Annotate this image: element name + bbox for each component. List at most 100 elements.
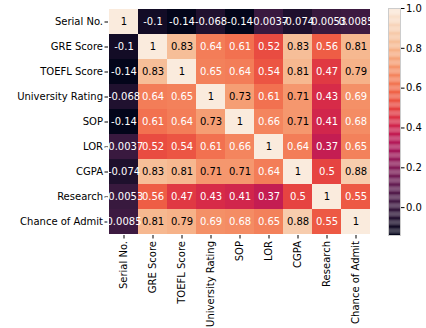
svg-text:0.64: 0.64 bbox=[200, 41, 222, 52]
svg-text:0.56: 0.56 bbox=[316, 41, 338, 52]
svg-text:0.69: 0.69 bbox=[345, 91, 367, 102]
svg-text:0.64: 0.64 bbox=[142, 91, 164, 102]
svg-text:0.61: 0.61 bbox=[258, 91, 280, 102]
svg-text:0.2: 0.2 bbox=[406, 162, 422, 173]
svg-text:0.37: 0.37 bbox=[258, 191, 280, 202]
svg-text:-0.0037: -0.0037 bbox=[105, 141, 144, 152]
svg-text:0.56: 0.56 bbox=[142, 191, 164, 202]
svg-text:0.71: 0.71 bbox=[287, 91, 309, 102]
svg-text:0.71: 0.71 bbox=[200, 166, 222, 177]
svg-text:TOEFL Score: TOEFL Score bbox=[39, 66, 103, 77]
svg-text:0.43: 0.43 bbox=[200, 191, 222, 202]
svg-text:0.81: 0.81 bbox=[287, 66, 309, 77]
svg-text:0.83: 0.83 bbox=[171, 41, 193, 52]
svg-text:0.65: 0.65 bbox=[200, 66, 222, 77]
svg-text:Serial No.: Serial No. bbox=[55, 16, 103, 27]
svg-text:0.54: 0.54 bbox=[258, 66, 280, 77]
svg-text:0.65: 0.65 bbox=[258, 216, 280, 227]
svg-text:1: 1 bbox=[266, 141, 272, 152]
svg-text:0.81: 0.81 bbox=[142, 216, 164, 227]
svg-text:0.81: 0.81 bbox=[345, 41, 367, 52]
svg-text:0.6: 0.6 bbox=[406, 82, 422, 93]
svg-text:Research: Research bbox=[321, 241, 332, 287]
svg-text:1: 1 bbox=[121, 16, 127, 27]
svg-text:Serial No.: Serial No. bbox=[118, 241, 129, 289]
svg-text:-0.1: -0.1 bbox=[114, 41, 134, 52]
svg-text:0.52: 0.52 bbox=[258, 41, 280, 52]
svg-text:University Rating: University Rating bbox=[205, 241, 216, 327]
svg-text:-0.0053: -0.0053 bbox=[105, 191, 144, 202]
svg-text:-0.14: -0.14 bbox=[111, 66, 137, 77]
svg-text:0.0: 0.0 bbox=[406, 202, 422, 213]
svg-text:1: 1 bbox=[295, 166, 301, 177]
svg-text:1: 1 bbox=[179, 66, 185, 77]
svg-text:1: 1 bbox=[324, 191, 330, 202]
svg-text:1: 1 bbox=[150, 41, 156, 52]
svg-text:0.43: 0.43 bbox=[316, 91, 338, 102]
svg-text:0.0085: 0.0085 bbox=[339, 16, 374, 27]
svg-text:0.52: 0.52 bbox=[142, 141, 164, 152]
svg-text:0.61: 0.61 bbox=[200, 141, 222, 152]
svg-text:University Rating: University Rating bbox=[17, 91, 103, 102]
svg-text:0.8: 0.8 bbox=[406, 43, 422, 54]
svg-text:0.55: 0.55 bbox=[316, 216, 338, 227]
svg-text:Chance of Admit: Chance of Admit bbox=[350, 241, 361, 324]
svg-text:0.61: 0.61 bbox=[229, 41, 251, 52]
svg-text:0.66: 0.66 bbox=[258, 116, 280, 127]
svg-text:-0.14: -0.14 bbox=[169, 16, 195, 27]
svg-text:CGPA: CGPA bbox=[292, 241, 303, 268]
svg-text:0.81: 0.81 bbox=[171, 166, 193, 177]
svg-text:0.37: 0.37 bbox=[316, 141, 338, 152]
svg-text:0.71: 0.71 bbox=[287, 116, 309, 127]
svg-text:0.79: 0.79 bbox=[171, 216, 193, 227]
svg-text:0.54: 0.54 bbox=[171, 141, 193, 152]
svg-text:0.4: 0.4 bbox=[406, 122, 422, 133]
svg-text:0.41: 0.41 bbox=[229, 191, 251, 202]
svg-text:0.66: 0.66 bbox=[229, 141, 251, 152]
svg-text:0.88: 0.88 bbox=[345, 166, 367, 177]
svg-text:0.65: 0.65 bbox=[171, 91, 193, 102]
svg-text:SOP: SOP bbox=[234, 241, 245, 261]
svg-text:0.83: 0.83 bbox=[287, 41, 309, 52]
svg-text:Research: Research bbox=[57, 191, 103, 202]
svg-text:LOR: LOR bbox=[83, 141, 103, 152]
svg-text:-0.14: -0.14 bbox=[111, 116, 137, 127]
svg-text:0.5: 0.5 bbox=[290, 191, 306, 202]
svg-text:0.88: 0.88 bbox=[287, 216, 309, 227]
svg-text:-0.068: -0.068 bbox=[108, 91, 140, 102]
svg-text:-0.068: -0.068 bbox=[195, 16, 227, 27]
svg-text:1.0: 1.0 bbox=[406, 3, 422, 14]
svg-text:0.61: 0.61 bbox=[142, 116, 164, 127]
svg-text:0.47: 0.47 bbox=[316, 66, 338, 77]
svg-text:-0.074: -0.074 bbox=[108, 166, 140, 177]
svg-text:0.73: 0.73 bbox=[200, 116, 222, 127]
svg-text:TOEFL Score: TOEFL Score bbox=[176, 241, 187, 305]
svg-text:0.68: 0.68 bbox=[229, 216, 251, 227]
svg-text:1: 1 bbox=[237, 116, 243, 127]
svg-text:0.47: 0.47 bbox=[171, 191, 193, 202]
svg-text:1: 1 bbox=[208, 91, 214, 102]
svg-text:LOR: LOR bbox=[263, 241, 274, 261]
svg-text:-0.1: -0.1 bbox=[143, 16, 163, 27]
svg-text:0.83: 0.83 bbox=[142, 66, 164, 77]
svg-text:0.71: 0.71 bbox=[229, 166, 251, 177]
svg-text:0.64: 0.64 bbox=[287, 141, 309, 152]
svg-text:0.68: 0.68 bbox=[345, 116, 367, 127]
svg-text:0.55: 0.55 bbox=[345, 191, 367, 202]
svg-text:0.83: 0.83 bbox=[142, 166, 164, 177]
svg-text:GRE Score: GRE Score bbox=[147, 241, 158, 293]
svg-text:GRE Score: GRE Score bbox=[51, 41, 103, 52]
svg-text:CGPA: CGPA bbox=[76, 166, 103, 177]
svg-text:0.5: 0.5 bbox=[319, 166, 335, 177]
svg-text:0.73: 0.73 bbox=[229, 91, 251, 102]
svg-text:0.64: 0.64 bbox=[229, 66, 251, 77]
svg-text:SOP: SOP bbox=[83, 116, 103, 127]
svg-text:0.0085: 0.0085 bbox=[107, 216, 142, 227]
svg-text:0.64: 0.64 bbox=[171, 116, 193, 127]
svg-text:0.69: 0.69 bbox=[200, 216, 222, 227]
svg-text:Chance of Admit: Chance of Admit bbox=[20, 216, 103, 227]
svg-text:0.65: 0.65 bbox=[345, 141, 367, 152]
svg-text:0.79: 0.79 bbox=[345, 66, 367, 77]
svg-text:0.64: 0.64 bbox=[258, 166, 280, 177]
svg-text:0.41: 0.41 bbox=[316, 116, 338, 127]
